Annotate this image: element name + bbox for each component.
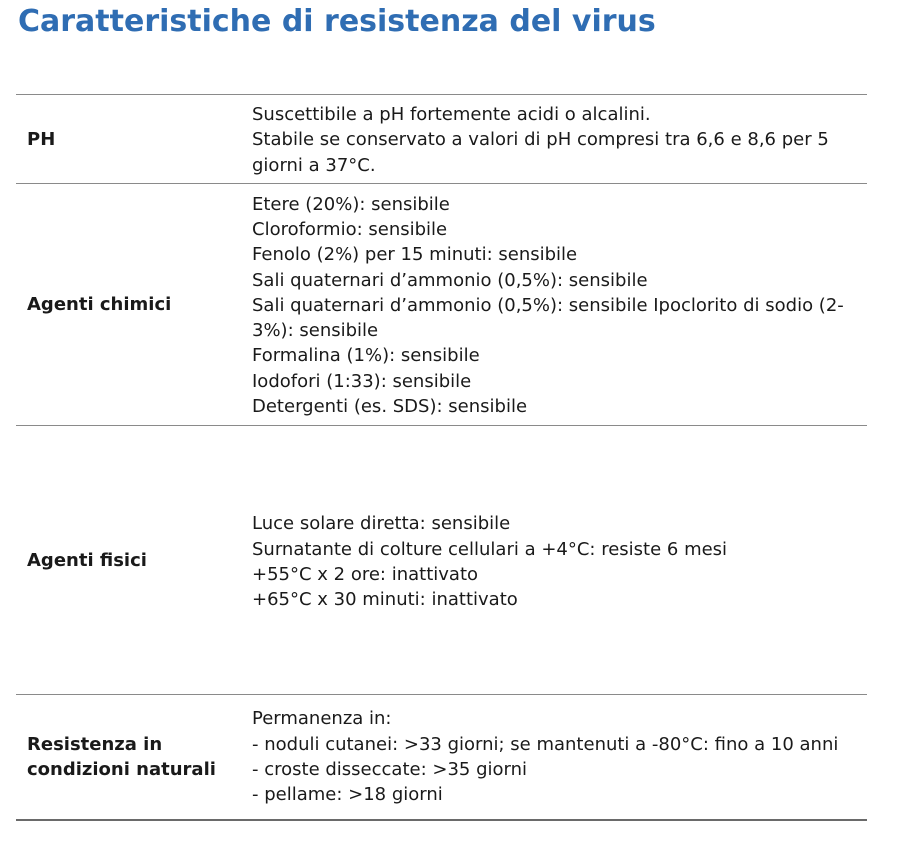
table-row-agenti-fisici: Agenti fisici Luce solare diretta: sensi… [16,426,867,695]
row-content-ph: Suscettibile a pH fortemente acidi o alc… [252,95,867,183]
row-line: +55°C x 2 ore: inattivato [252,564,479,585]
row-line: Surnatante di colture cellulari a +4°C: … [252,538,728,560]
row-line: Detergenti (es. SDS): sensibile [252,396,528,418]
row-line: Suscettibile a pH fortemente acidi o alc… [252,104,651,126]
row-line: Luce solare diretta: sensibile [252,513,511,535]
row-line: Permanenza in: [252,708,392,730]
table-row-agenti-chimici: Agenti chimici Etere (20%): sensibile Cl… [16,184,867,426]
row-line: +65°C x 30 minuti: inattivato [252,589,518,611]
row-line: - pellame: >18 giorni [252,784,443,806]
row-line: Stabile se conservato a valori di pH com… [252,129,835,176]
resistance-table: PH Suscettibile a pH fortemente acidi o … [16,94,867,821]
row-line: Sali quaternari d’ammonio (0,5%): sensib… [252,294,844,342]
row-label-agenti-fisici: Agenti fisici [27,549,147,571]
row-content-agenti-chimici: Etere (20%): sensibile Cloroformio: sens… [252,184,867,425]
row-line: Etere (20%): sensibile [252,193,450,215]
page-title: Caratteristiche di resistenza del virus [18,4,656,39]
row-label-agenti-chimici: Agenti chimici [27,294,172,315]
row-line: Formalina (1%): sensibile [252,345,480,367]
table-row-resistenza: Resistenza in condizioni naturali Perman… [16,695,867,821]
row-label-ph: PH [27,128,56,150]
table-row-ph: PH Suscettibile a pH fortemente acidi o … [16,95,867,184]
row-content-resistenza: Permanenza in: - noduli cutanei: >33 gio… [252,695,867,819]
row-content-agenti-fisici: Luce solare diretta: sensibile Surnatant… [252,426,867,694]
row-line: Iodofori (1:33): sensibile [252,370,472,392]
row-line: Sali quaternari d’ammonio (0,5%): sensib… [252,269,648,291]
row-label-resistenza: Resistenza in condizioni naturali [27,734,216,780]
row-line: Cloroformio: sensibile [252,218,448,240]
row-line: Fenolo (2%) per 15 minuti: sensibile [252,244,578,266]
row-line: - croste disseccate: >35 giorni [252,759,528,780]
row-line: - noduli cutanei: >33 giorni; se mantenu… [252,733,839,755]
